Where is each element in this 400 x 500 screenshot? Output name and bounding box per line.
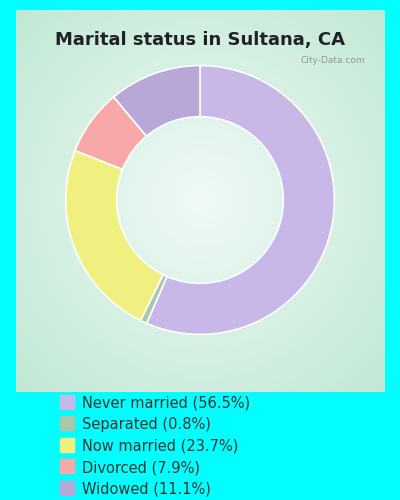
Wedge shape xyxy=(147,66,334,334)
Text: City-Data.com: City-Data.com xyxy=(301,56,366,65)
Legend: Never married (56.5%), Separated (0.8%), Now married (23.7%), Divorced (7.9%), W: Never married (56.5%), Separated (0.8%),… xyxy=(55,391,254,500)
Wedge shape xyxy=(66,150,163,320)
Wedge shape xyxy=(140,274,167,324)
Wedge shape xyxy=(114,66,200,136)
Text: Marital status in Sultana, CA: Marital status in Sultana, CA xyxy=(55,31,345,49)
Wedge shape xyxy=(75,97,146,170)
